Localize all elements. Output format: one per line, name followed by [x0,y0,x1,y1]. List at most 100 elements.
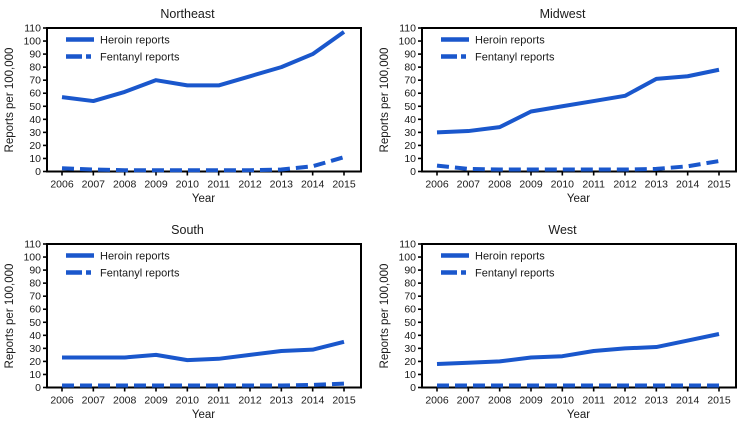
x-tick-label: 2008 [113,395,137,407]
x-tick-label: 2010 [551,179,575,191]
chart-title-south: South [171,223,204,237]
y-tick-label: 80 [29,62,41,74]
y-tick-label: 0 [35,382,41,394]
y-tick-label: 90 [404,265,416,277]
y-tick-label: 20 [404,140,416,152]
chart-title-west: West [548,223,577,237]
y-tick-label: 40 [404,114,416,126]
x-tick-label: 2015 [332,395,356,407]
northeast-x-axis-label: Year [191,193,216,205]
fentanyl-reports-line [61,155,345,173]
y-tick-label: 20 [29,140,41,152]
fentanyl-reports-line [62,381,345,388]
y-tick-label: 60 [404,304,416,316]
x-tick-label: 2014 [676,179,700,191]
x-tick-label: 2014 [301,179,325,191]
x-tick-label: 2014 [676,395,700,407]
y-tick-label: 100 [23,36,41,48]
y-tick-label: 40 [29,114,41,126]
x-tick-label: 2010 [176,179,200,191]
x-tick-label: 2010 [176,395,200,407]
y-tick-label: 0 [410,382,416,394]
x-tick-label: 2012 [238,395,262,407]
legend-label: Fentanyl reports [100,268,180,280]
x-tick-label: 2008 [113,179,137,191]
northeast-y-axis-label: Reports per 100,000 [4,47,16,153]
y-tick-label: 40 [404,330,416,342]
y-tick-label: 100 [398,36,416,48]
y-tick-label: 90 [404,49,416,61]
y-tick-label: 80 [404,62,416,74]
x-tick-label: 2012 [613,179,637,191]
x-tick-label: 2012 [613,395,637,407]
legend-label: Heroin reports [475,251,545,263]
x-tick-label: 2006 [50,395,74,407]
y-tick-label: 20 [29,356,41,368]
y-tick-label: 50 [29,101,41,113]
y-tick-label: 20 [404,356,416,368]
x-tick-label: 2007 [82,395,106,407]
y-tick-label: 30 [29,127,41,139]
y-tick-label: 10 [404,369,416,381]
x-tick-label: 2013 [270,395,294,407]
fentanyl-reports-line [436,159,720,172]
legend-label: Heroin reports [475,35,545,47]
x-tick-label: 2008 [488,179,512,191]
heroin-reports-line [436,67,720,135]
y-tick-label: 60 [29,304,41,316]
x-tick-label: 2010 [551,395,575,407]
x-tick-label: 2013 [645,395,669,407]
midwest-x-axis-label: Year [566,193,591,205]
x-tick-label: 2006 [425,395,449,407]
south-x-axis-label: Year [191,409,216,421]
y-tick-label: 10 [29,369,41,381]
plot-box [421,243,737,389]
y-tick-label: 100 [398,252,416,264]
south-y-axis-label: Reports per 100,000 [4,263,16,369]
x-tick-label: 2015 [707,395,731,407]
chart-title-northeast: Northeast [160,7,215,21]
y-tick-label: 80 [404,278,416,290]
y-tick-label: 110 [24,239,41,251]
y-tick-label: 30 [404,343,416,355]
legend-label: Fentanyl reports [100,52,180,64]
x-tick-label: 2007 [457,179,481,191]
legend-label: Fentanyl reports [475,52,555,64]
y-tick-label: 0 [410,166,416,178]
y-tick-label: 30 [29,343,41,355]
y-tick-label: 50 [404,101,416,113]
x-tick-label: 2015 [332,179,356,191]
y-tick-label: 70 [29,291,41,303]
y-tick-label: 0 [35,166,41,178]
y-tick-label: 60 [404,88,416,100]
heroin-reports-line [436,332,720,367]
plot-box [421,27,737,173]
x-tick-label: 2006 [425,179,449,191]
y-tick-label: 60 [29,88,41,100]
legend-label: Heroin reports [100,35,170,47]
y-tick-label: 110 [24,23,41,35]
plot-box [46,243,362,389]
x-tick-label: 2014 [301,395,325,407]
y-tick-label: 50 [29,317,41,329]
x-tick-label: 2011 [207,395,230,407]
panel-northeast: Northeast 0 10 20 30 40 50 60 70 80 90 100 110 2006 2… [0,0,375,216]
x-tick-label: 2011 [582,395,605,407]
x-tick-label: 2006 [50,179,74,191]
x-tick-label: 2013 [645,179,669,191]
chart-title-midwest: Midwest [539,7,586,21]
x-tick-label: 2007 [82,179,106,191]
x-tick-label: 2009 [144,395,168,407]
legend-label: Heroin reports [100,251,170,263]
x-tick-label: 2009 [144,179,168,191]
y-tick-label: 10 [29,153,41,165]
y-tick-label: 80 [29,278,41,290]
west-y-axis-label: Reports per 100,000 [379,263,391,369]
x-tick-label: 2007 [457,395,481,407]
y-tick-label: 40 [29,330,41,342]
